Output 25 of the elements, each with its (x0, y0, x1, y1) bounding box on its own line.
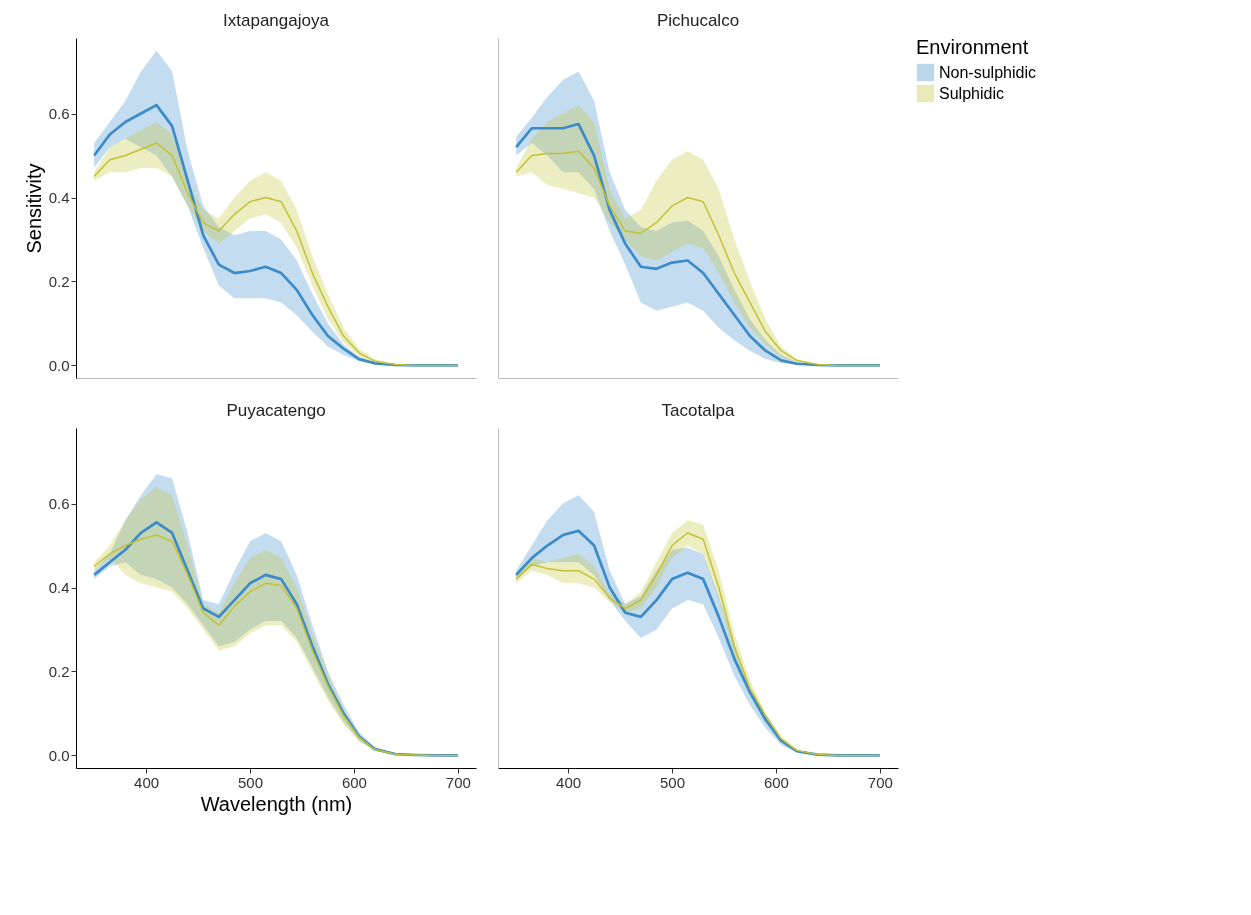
x-tick-label: 400 (556, 773, 582, 791)
chart-title: Tacotalpa (661, 401, 735, 420)
y-tick-label: 0.2 (48, 272, 70, 290)
y-axis-title: Sensitivity (22, 163, 45, 254)
chart-title: Ixtapangajoya (223, 11, 330, 30)
x-tick-label: 500 (238, 773, 264, 791)
x-axis-title: Wavelength (nm) (200, 792, 353, 815)
legend-label: Sulphidic (939, 84, 1004, 102)
chart-title: Puyacatengo (226, 401, 326, 420)
x-tick-label: 700 (867, 773, 893, 791)
y-tick-label: 0.6 (48, 495, 70, 513)
y-tick-label: 0.2 (48, 662, 70, 680)
x-tick-label: 700 (445, 773, 471, 791)
y-tick-label: 0.4 (48, 189, 70, 207)
legend-label: Non-sulphidic (939, 63, 1036, 81)
chart-title: Pichucalco (656, 11, 740, 30)
y-tick-label: 0.4 (48, 579, 70, 597)
legend-title: Environment (916, 36, 1029, 58)
y-tick-label: 0.6 (48, 105, 70, 123)
y-tick-label: 0.0 (48, 746, 70, 764)
x-tick-label: 600 (341, 773, 367, 791)
y-tick-label: 0.0 (48, 356, 70, 374)
x-tick-label: 400 (134, 773, 160, 791)
x-tick-label: 500 (660, 773, 686, 791)
x-tick-label: 600 (763, 773, 789, 791)
